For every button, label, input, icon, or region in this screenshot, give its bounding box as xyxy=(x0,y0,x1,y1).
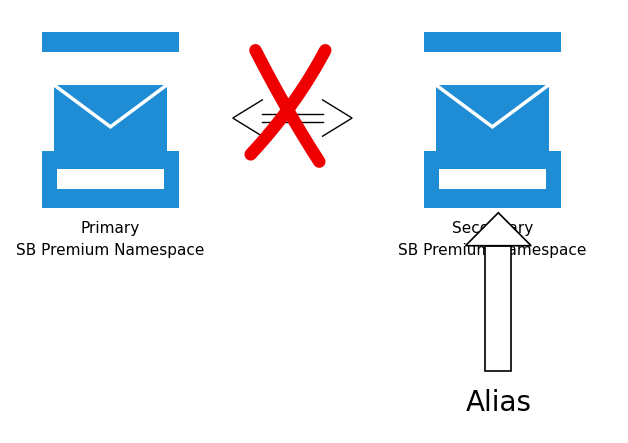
FancyBboxPatch shape xyxy=(42,151,57,208)
FancyBboxPatch shape xyxy=(424,32,561,51)
Text: SB Premium Namespace: SB Premium Namespace xyxy=(398,243,587,258)
Polygon shape xyxy=(465,213,531,246)
Text: Secondary: Secondary xyxy=(452,222,533,237)
FancyBboxPatch shape xyxy=(42,189,179,208)
FancyBboxPatch shape xyxy=(546,151,561,208)
FancyBboxPatch shape xyxy=(424,189,561,208)
Text: SB Premium Namespace: SB Premium Namespace xyxy=(16,243,205,258)
FancyBboxPatch shape xyxy=(164,151,179,208)
Text: Alias: Alias xyxy=(465,389,531,417)
FancyBboxPatch shape xyxy=(42,32,179,51)
Text: Primary: Primary xyxy=(81,222,140,237)
FancyBboxPatch shape xyxy=(436,85,549,169)
FancyBboxPatch shape xyxy=(54,85,166,169)
FancyBboxPatch shape xyxy=(424,151,439,208)
Polygon shape xyxy=(485,246,511,371)
